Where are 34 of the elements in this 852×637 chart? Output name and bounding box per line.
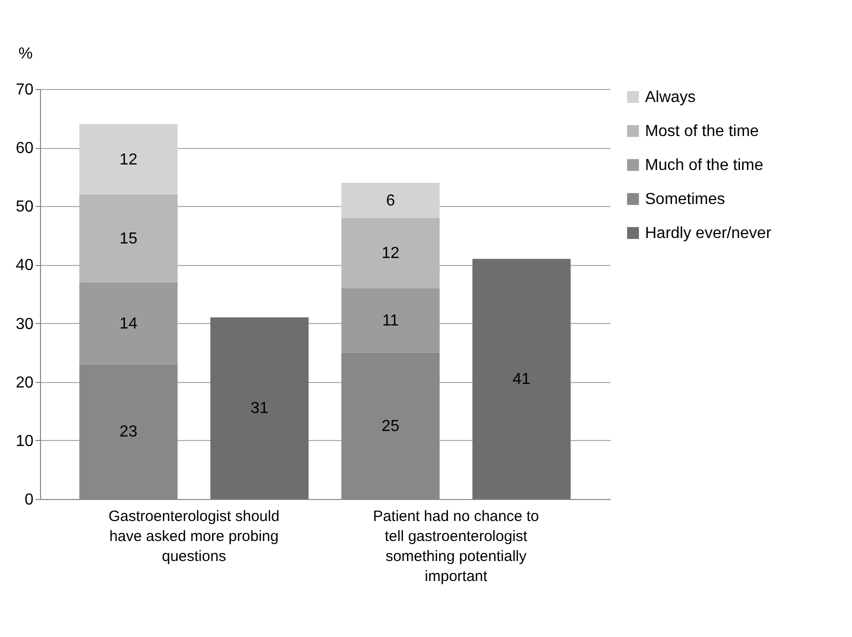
y-tick-label: 30 [16,316,34,333]
y-axis-title: % [18,46,33,62]
data-label: 23 [120,424,138,441]
bar [341,288,440,353]
bar [79,124,178,194]
data-label: 25 [382,418,400,435]
data-label: 11 [382,312,399,330]
y-tick-label: 0 [24,492,34,508]
y-tick-label: 40 [16,257,34,274]
y-tick-label: 50 [16,198,34,216]
bar [210,317,309,499]
y-tick-label: 20 [16,374,34,392]
y-tick-label: 70 [16,82,34,98]
x-tick-label: Patient had no chance to tell gastroenterologist something potentially important [373,508,540,585]
legend-label: Sometimes [645,191,726,208]
data-label: 12 [120,151,138,168]
legend-label: Always [645,89,696,106]
y-tick-label: 60 [16,140,34,158]
data-label: 15 [120,230,138,248]
legend-label: Hardly ever/never [645,225,772,242]
legend-label: Most of the time [645,123,759,140]
legend-label: Much of the time [645,157,764,174]
bar [79,282,178,364]
bar [79,194,178,282]
x-tick-label: Gastroenterologist should have asked more probing questions [108,508,280,565]
bar [341,218,440,288]
data-label: 31 [250,400,268,418]
bar [472,258,571,499]
y-tick-label: 10 [16,432,34,450]
data-label: 12 [382,245,400,262]
data-label: 41 [512,370,531,388]
data-label: 6 [386,192,396,210]
data-label: 14 [120,315,138,332]
bar [341,182,440,218]
